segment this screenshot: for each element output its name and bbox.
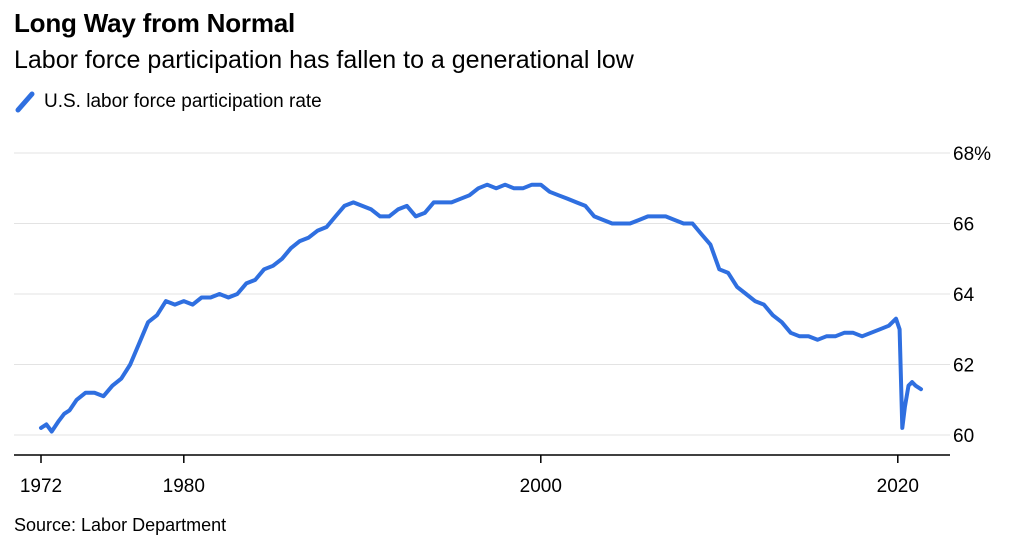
source-note: Source: Labor Department xyxy=(14,515,227,535)
y-tick-label: 62 xyxy=(953,356,974,377)
legend-swatch-icon xyxy=(15,91,35,113)
x-tick-label: 2020 xyxy=(877,476,919,497)
x-tick-label: 2000 xyxy=(520,476,562,497)
y-tick-label: 60 xyxy=(953,426,974,447)
y-tick-label: 64 xyxy=(953,285,975,306)
chart-subtitle: Labor force participation has fallen to … xyxy=(14,46,634,74)
y-tick-label: 66 xyxy=(953,215,974,236)
legend: U.S. labor force participation rate xyxy=(14,90,322,114)
chart-title: Long Way from Normal xyxy=(14,8,296,38)
y-tick-label: 68% xyxy=(953,144,991,165)
x-tick-label: 1980 xyxy=(163,476,205,497)
x-tick-label: 1972 xyxy=(20,476,62,497)
legend-label: U.S. labor force participation rate xyxy=(44,91,322,112)
series-line-labor-force-participation xyxy=(39,182,923,434)
